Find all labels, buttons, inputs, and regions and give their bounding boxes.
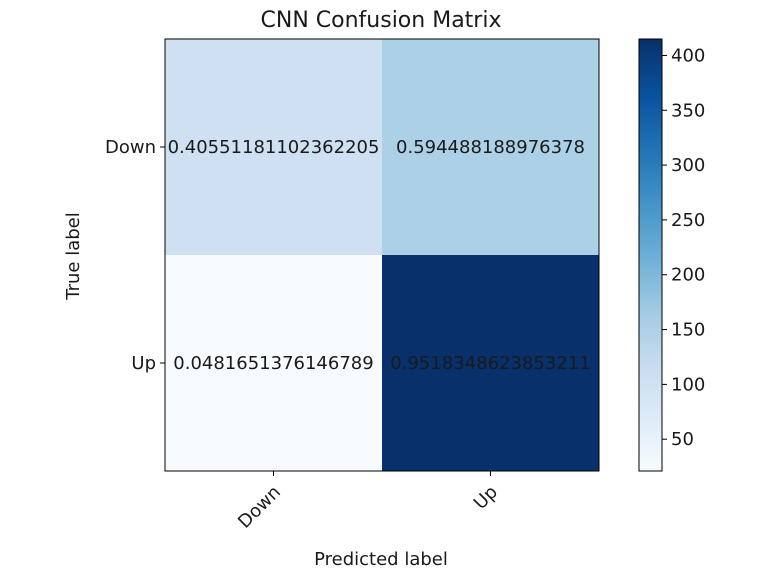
colorbar: [638, 38, 663, 472]
cell-value-label: 0.594488188976378: [396, 137, 585, 158]
colorbar-tick-label: 50: [671, 429, 694, 450]
plot-frame: [164, 38, 600, 472]
colorbar-tick-label: 150: [671, 320, 705, 341]
cell-value-labels: 0.40551181102362205 0.594488188976378 0.04…: [168, 137, 591, 374]
colorbar-tick-label: 200: [671, 265, 705, 286]
x-axis-label: Predicted label: [314, 549, 448, 570]
y-tick-label: Down: [105, 137, 156, 158]
heatmap-cell: [165, 39, 382, 255]
x-tick-label: Down: [234, 482, 285, 533]
heatmap-cell: [165, 255, 382, 471]
y-axis-ticks: Down Up: [105, 137, 165, 374]
colorbar-tick-label: 400: [671, 45, 705, 66]
colorbar-ticks: 50 100 150 200 250 300 350 400: [662, 45, 705, 450]
y-tick-label: Up: [131, 353, 156, 374]
colorbar-tick-label: 350: [671, 100, 705, 121]
colorbar-tick-label: 300: [671, 155, 705, 176]
cell-value-label: 0.0481651376146789: [173, 353, 373, 374]
x-axis-ticks: Down Up: [234, 471, 502, 533]
y-axis-label: True label: [63, 212, 84, 301]
cell-value-label: 0.40551181102362205: [168, 137, 380, 158]
heatmap-cell: [382, 255, 599, 471]
cell-value-label: 0.9518348623853211: [390, 353, 590, 374]
x-tick-label: Up: [470, 482, 502, 514]
heatmap-cell: [382, 39, 599, 255]
colorbar-tick-label: 250: [671, 210, 705, 231]
chart-title: CNN Confusion Matrix: [261, 8, 502, 33]
colorbar-tick-label: 100: [671, 374, 705, 395]
matrix-cells: [165, 39, 599, 471]
